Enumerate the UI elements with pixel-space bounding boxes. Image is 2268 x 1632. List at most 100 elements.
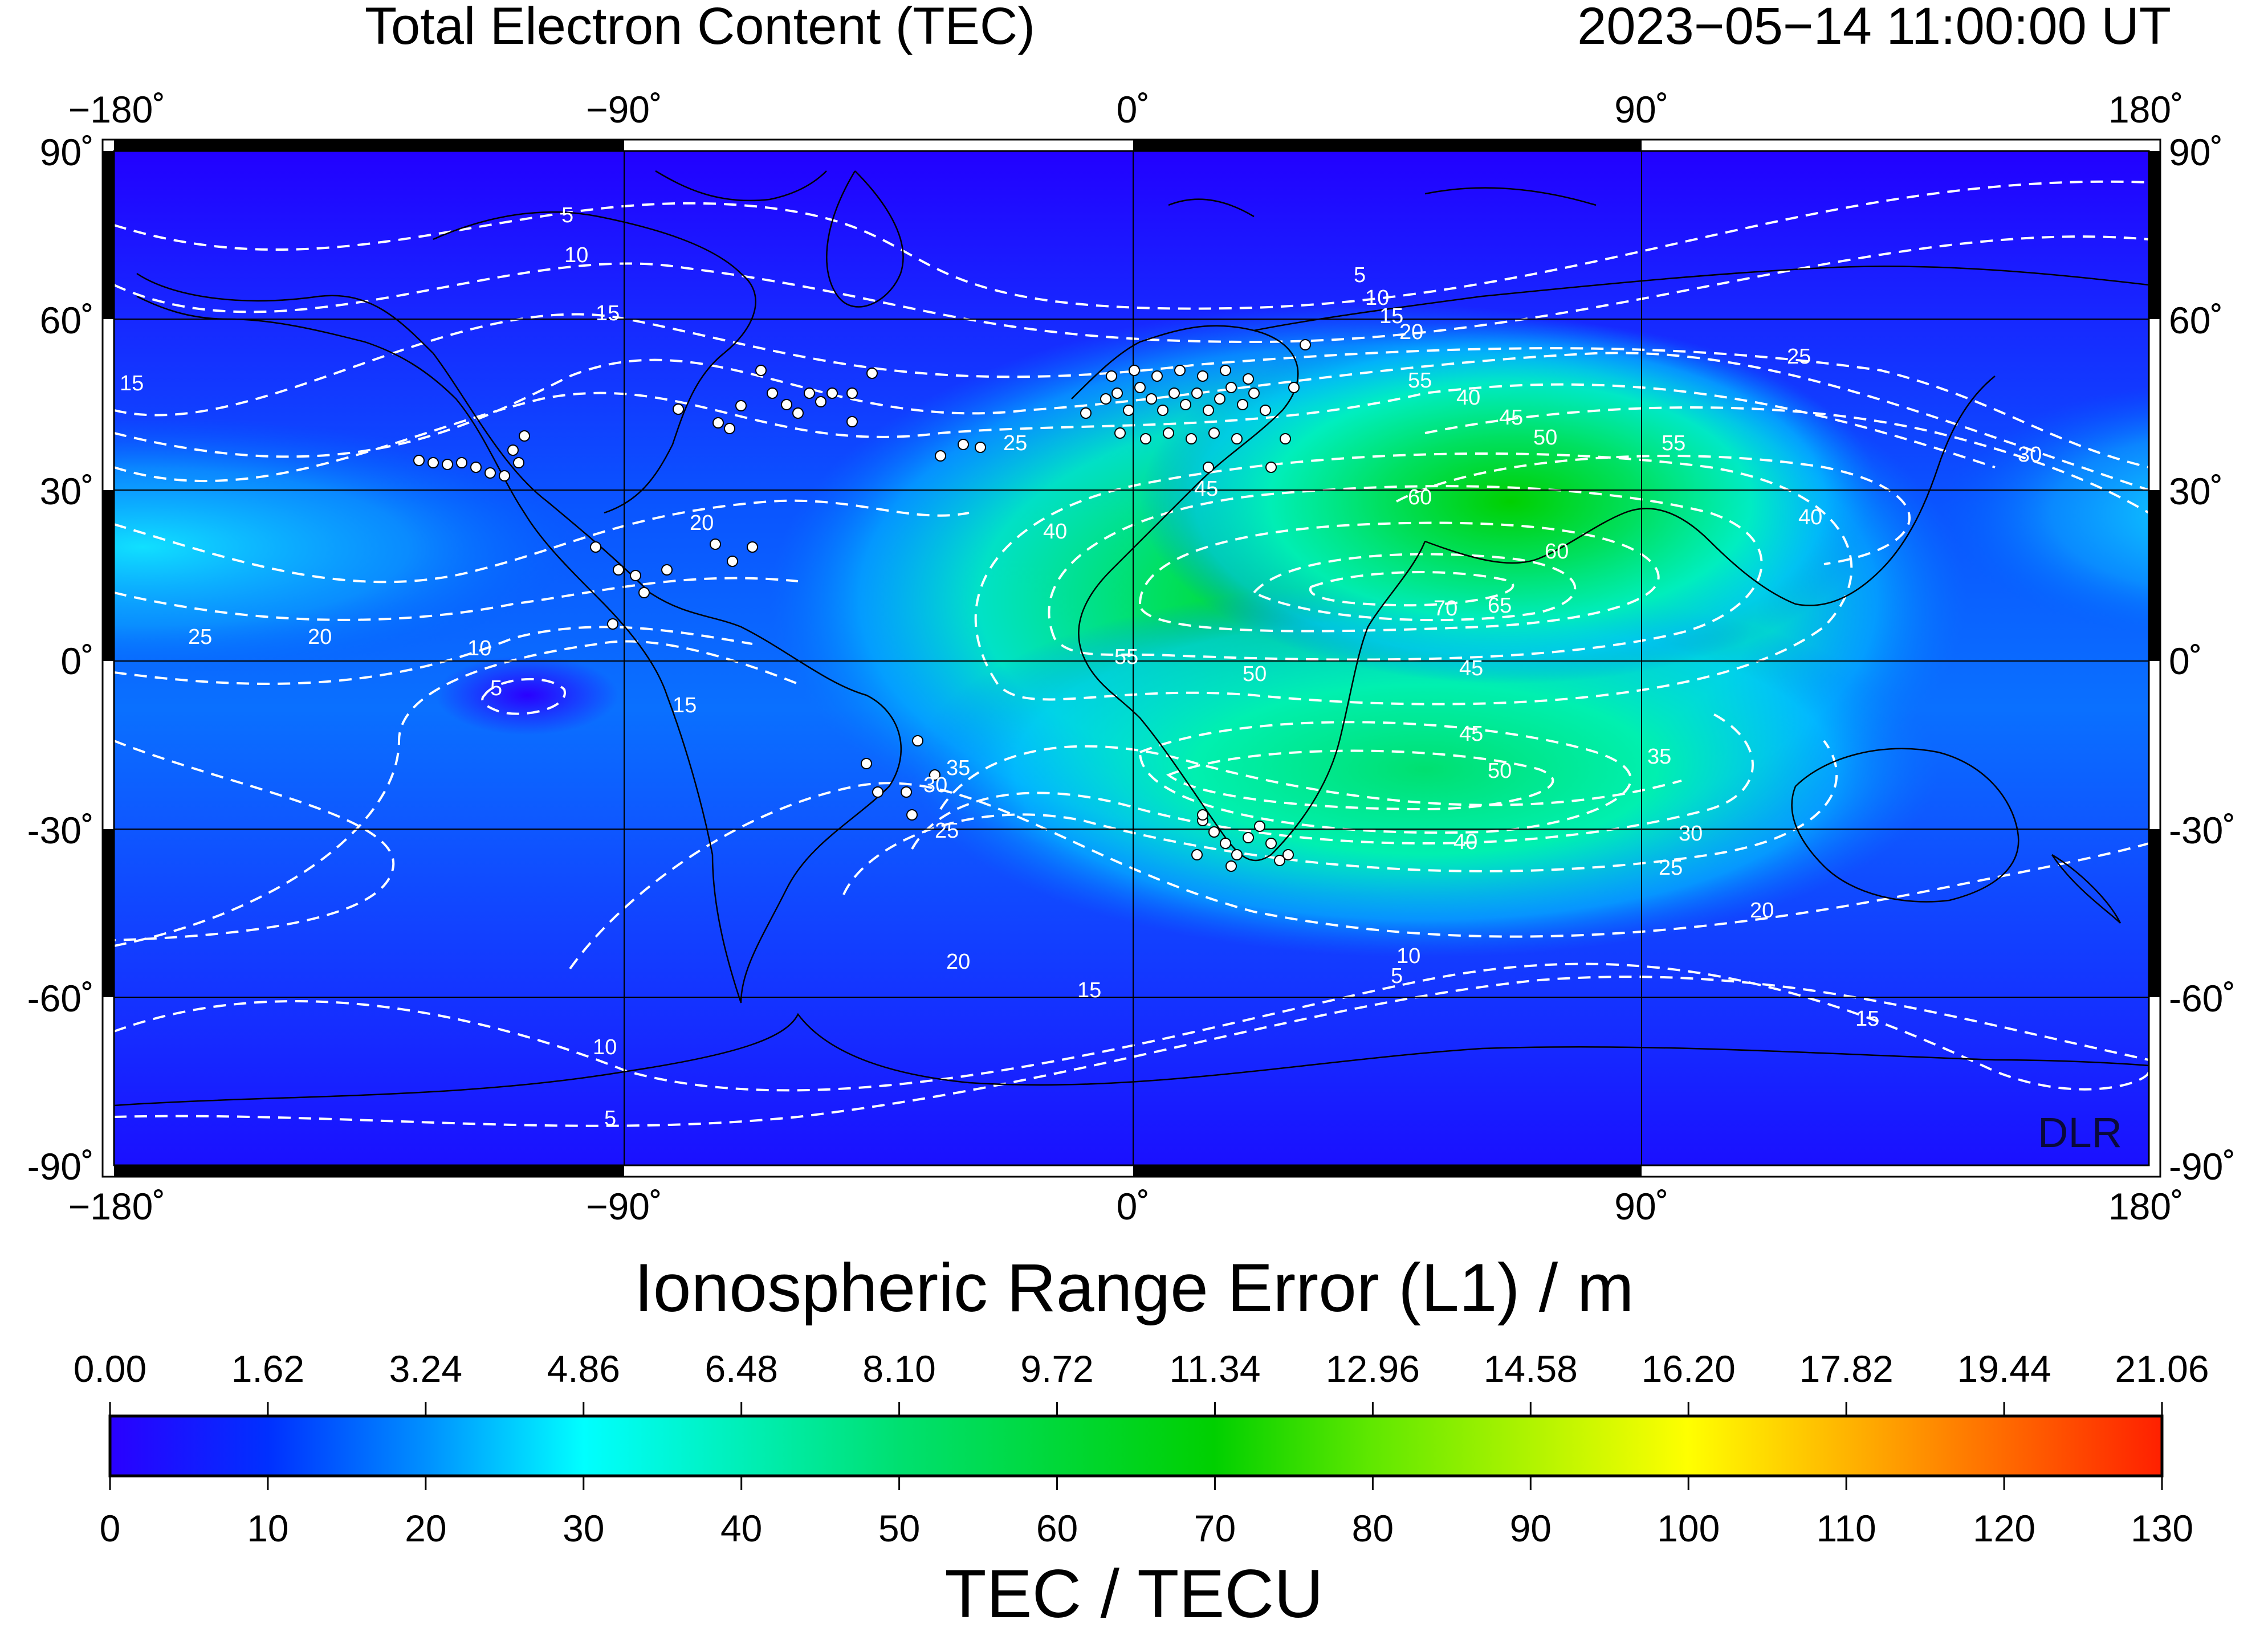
contour-label: 25 bbox=[1003, 431, 1027, 455]
contour-label: 30 bbox=[2018, 443, 2042, 467]
range-tick-label: 17.82 bbox=[1799, 1348, 1894, 1390]
range-tick-label: 3.24 bbox=[389, 1348, 462, 1390]
lon-tick-label: 180˚ bbox=[2108, 88, 2184, 130]
lat-tick-label: -30˚ bbox=[2169, 809, 2236, 851]
contour-label: 45 bbox=[1194, 477, 1218, 501]
contour-label: 10 bbox=[467, 637, 491, 660]
contour-label: 15 bbox=[673, 693, 697, 717]
lat-tick-label: -90˚ bbox=[2169, 1145, 2236, 1188]
lat-labels-right: 90˚ 60˚ 30˚ 0˚ -30˚ -60˚ -90˚ bbox=[2169, 131, 2236, 1188]
range-tick-label: 0.00 bbox=[74, 1348, 146, 1390]
contour-label: 50 bbox=[1243, 662, 1267, 686]
tec-tick-label: 70 bbox=[1194, 1507, 1236, 1549]
tec-tick-label: 40 bbox=[720, 1507, 762, 1549]
contour-label: 10 bbox=[1396, 944, 1420, 968]
contour-label: 5 bbox=[561, 203, 573, 227]
lon-labels-bottom: −180˚ −90˚ 0˚ 90˚ 180˚ bbox=[68, 1185, 2184, 1227]
contour-label: 50 bbox=[1488, 759, 1512, 783]
contour-label: 55 bbox=[1662, 431, 1685, 455]
range-tick-label: 11.34 bbox=[1169, 1348, 1260, 1390]
lon-tick-label: 0˚ bbox=[1117, 1185, 1150, 1227]
contour-label: 40 bbox=[1043, 520, 1067, 544]
contour-label: 60 bbox=[1545, 540, 1569, 564]
contour-label: 25 bbox=[188, 625, 212, 649]
lon-tick-label: −180˚ bbox=[68, 88, 166, 130]
range-tick-label: 9.72 bbox=[1020, 1348, 1093, 1390]
contour-label: 45 bbox=[1459, 656, 1483, 680]
tec-tick-label: 20 bbox=[405, 1507, 446, 1549]
contour-label: 15 bbox=[596, 301, 620, 325]
contour-label: 40 bbox=[1798, 505, 1822, 529]
coastlines bbox=[114, 170, 2149, 1107]
tec-tick-label: 110 bbox=[1817, 1507, 1876, 1549]
graticule bbox=[114, 151, 2149, 1165]
contour-label: 20 bbox=[1399, 320, 1423, 344]
contour-label: 25 bbox=[1787, 345, 1811, 369]
tec-tick-label: 10 bbox=[247, 1507, 288, 1549]
lat-tick-label: 30˚ bbox=[2169, 470, 2223, 512]
colorbar-range-labels: 0.00 1.62 3.24 4.86 6.48 8.10 9.72 11.34 12.96 14… bbox=[74, 1348, 2209, 1390]
contour-label: 15 bbox=[1379, 304, 1403, 328]
lat-tick-label: 90˚ bbox=[2169, 131, 2223, 173]
contour-label: 20 bbox=[1750, 899, 1774, 923]
contour-label: 40 bbox=[1453, 830, 1477, 854]
lat-labels-left: 90˚ 60˚ 30˚ 0˚ -30˚ -60˚ -90˚ bbox=[27, 131, 94, 1188]
tec-tick-label: 50 bbox=[878, 1507, 920, 1549]
range-tick-label: 4.86 bbox=[547, 1348, 620, 1390]
lat-tick-label: 60˚ bbox=[2169, 299, 2223, 341]
contour-label: 10 bbox=[1365, 286, 1389, 310]
contour-label: 35 bbox=[946, 756, 970, 780]
lat-tick-label: 90˚ bbox=[40, 131, 94, 173]
contour-label: 55 bbox=[1408, 369, 1432, 393]
range-tick-label: 8.10 bbox=[862, 1348, 935, 1390]
contour-label: 20 bbox=[690, 511, 714, 535]
tec-tick-label: 100 bbox=[1657, 1507, 1720, 1549]
map-title: Total Electron Content (TEC) bbox=[365, 0, 1036, 55]
range-tick-label: 14.58 bbox=[1484, 1348, 1578, 1390]
contour-label: 10 bbox=[593, 1035, 617, 1059]
dlr-watermark: DLR bbox=[2038, 1109, 2123, 1156]
contour-label: 25 bbox=[1659, 856, 1683, 880]
lon-tick-label: −90˚ bbox=[586, 1185, 662, 1227]
lon-tick-label: −90˚ bbox=[586, 88, 662, 130]
contour-labels: 5 10 15 15 25 20 25 20 10 5 15 35 30 25 … bbox=[120, 203, 2042, 1131]
contour-label: 5 bbox=[1391, 964, 1403, 988]
contour-label: 15 bbox=[1077, 978, 1101, 1002]
range-tick-label: 16.20 bbox=[1642, 1348, 1736, 1390]
tec-tick-label: 130 bbox=[2131, 1507, 2193, 1549]
lat-tick-label: 0˚ bbox=[2169, 640, 2202, 682]
contour-label: 45 bbox=[1459, 722, 1483, 746]
range-tick-label: 19.44 bbox=[1957, 1348, 2051, 1390]
contour-label: 55 bbox=[1114, 645, 1138, 669]
range-tick-label: 1.62 bbox=[231, 1348, 304, 1390]
contour-label: 30 bbox=[923, 773, 947, 797]
colorbar-tec-labels: 0 10 20 30 40 50 60 70 80 90 100 110 120 130 bbox=[100, 1507, 2193, 1549]
range-error-title: Ionospheric Range Error (L1) / m bbox=[634, 1250, 1634, 1326]
lon-labels-top: −180˚ −90˚ 0˚ 90˚ 180˚ bbox=[68, 88, 2184, 130]
contour-label: 40 bbox=[1456, 386, 1480, 410]
tec-tick-label: 90 bbox=[1510, 1507, 1552, 1549]
colorbar: 0.00 1.62 3.24 4.86 6.48 8.10 9.72 11.34 12.96 14… bbox=[74, 1348, 2209, 1549]
range-tick-label: 21.06 bbox=[2115, 1348, 2209, 1390]
contour-label: 5 bbox=[490, 676, 502, 700]
contour-label: 50 bbox=[1533, 426, 1557, 450]
colorbar-ticks bbox=[109, 1402, 2163, 1490]
lat-tick-label: 30˚ bbox=[40, 470, 94, 512]
contour-label: 70 bbox=[1434, 597, 1457, 621]
contour-label: 20 bbox=[946, 950, 970, 974]
contour-label: 15 bbox=[1855, 1007, 1879, 1031]
lat-tick-label: -30˚ bbox=[27, 809, 94, 851]
range-tick-label: 6.48 bbox=[705, 1348, 777, 1390]
lon-tick-label: 0˚ bbox=[1117, 88, 1150, 130]
map-timestamp: 2023−05−14 11:00:00 UT bbox=[1577, 0, 2171, 55]
contour-label: 45 bbox=[1499, 406, 1523, 430]
contour-label: 30 bbox=[1679, 822, 1703, 846]
lon-tick-label: 90˚ bbox=[1614, 1185, 1668, 1227]
map-frame bbox=[101, 138, 2161, 1178]
tec-unit-title: TEC / TECU bbox=[944, 1556, 1324, 1632]
lon-tick-label: 180˚ bbox=[2108, 1185, 2184, 1227]
tec-tick-label: 0 bbox=[100, 1507, 121, 1549]
contour-label: 60 bbox=[1408, 485, 1432, 509]
tec-tick-label: 120 bbox=[1973, 1507, 2035, 1549]
